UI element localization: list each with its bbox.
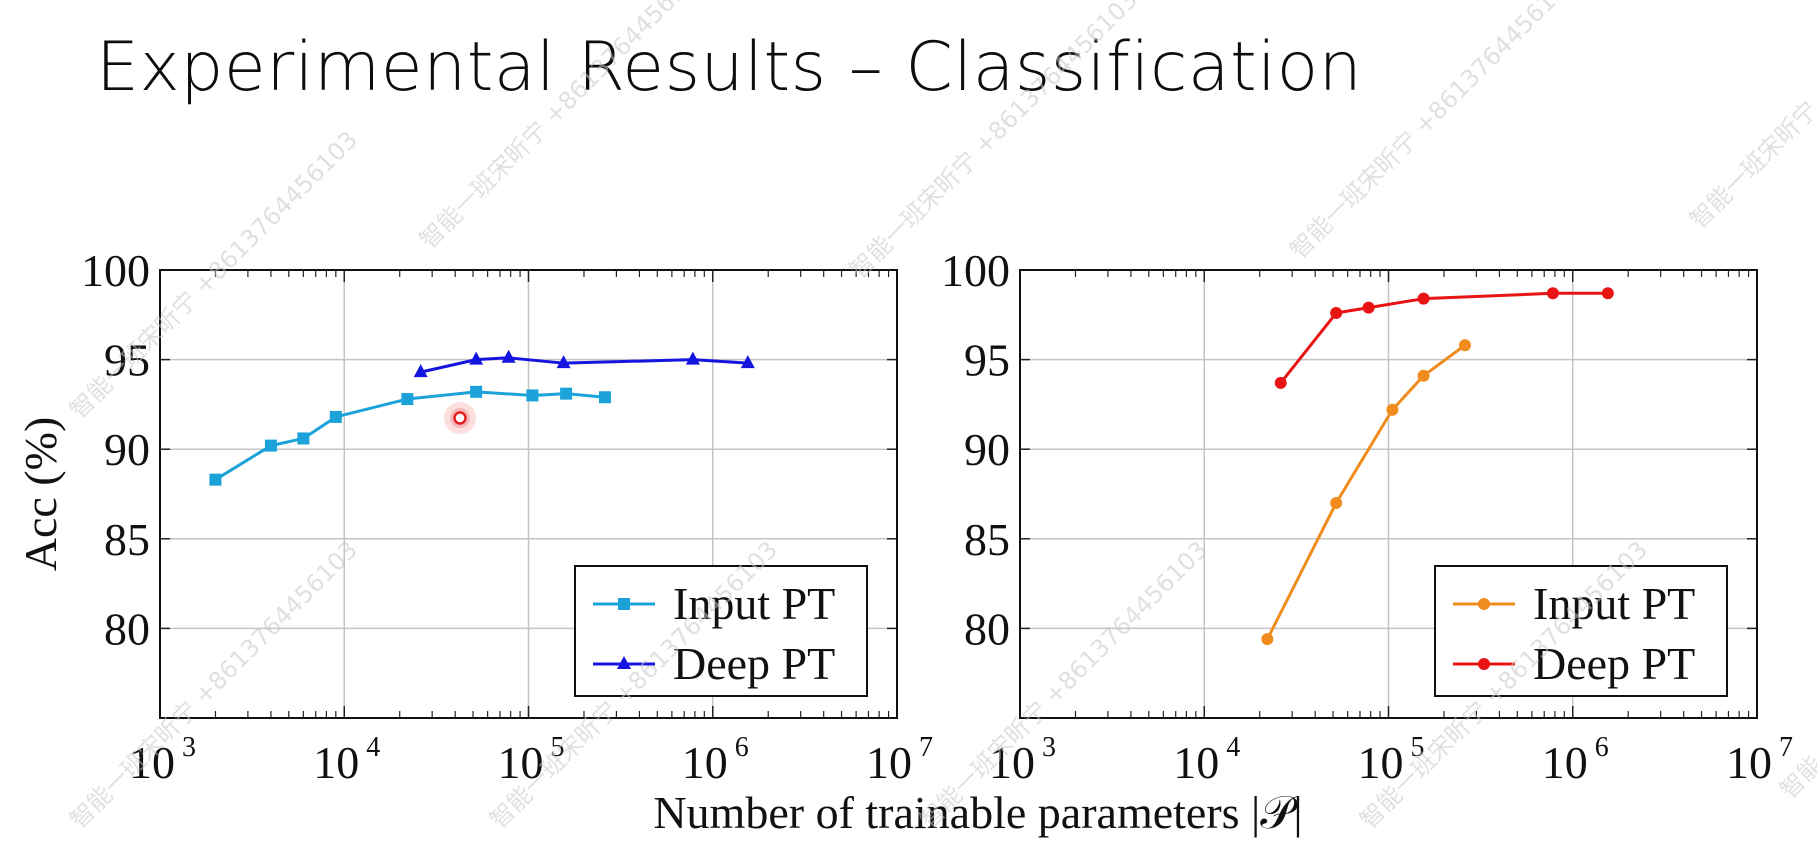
x-tick-label: 10: [866, 737, 912, 788]
data-point: [1274, 376, 1287, 389]
legend-entry: Deep PT: [1453, 638, 1695, 689]
data-point: [401, 393, 414, 406]
y-tick-label: 90: [104, 424, 150, 475]
legend-marker: [618, 598, 630, 610]
x-tick-label: 10: [1358, 737, 1404, 788]
data-point: [1417, 369, 1430, 382]
data-point: [556, 355, 571, 369]
y-tick-label: 90: [964, 424, 1010, 475]
x-tick-label: 10: [498, 737, 544, 788]
series-input-pt: [1261, 339, 1471, 646]
data-point: [470, 385, 483, 398]
x-axis-label: Number of trainable parameters |𝒫|: [653, 787, 1302, 838]
x-tick-exponent: 4: [366, 732, 380, 763]
y-tick-label: 80: [104, 603, 150, 654]
legend: Input PT Deep PT: [1434, 565, 1728, 697]
x-tick-exponent: 7: [919, 732, 933, 763]
x-tick-exponent: 5: [1411, 732, 1425, 763]
data-point: [1362, 301, 1375, 314]
x-tick-label: 10: [682, 737, 728, 788]
series-deep-pt: [413, 349, 755, 378]
data-point: [501, 349, 516, 363]
data-point: [264, 439, 277, 452]
data-point: [598, 391, 611, 404]
plot-frame: [1019, 269, 1758, 719]
x-tick-label: 10: [1173, 737, 1219, 788]
legend-label: Deep PT: [673, 638, 835, 689]
legend-box: [1434, 565, 1728, 697]
y-tick-label: 85: [964, 514, 1010, 565]
data-point: [1601, 287, 1614, 300]
data-point: [685, 351, 700, 365]
y-tick-label: 95: [104, 335, 150, 386]
legend-marker: [617, 656, 631, 669]
data-point: [1330, 307, 1343, 320]
legend-entry: Input PT: [593, 578, 835, 629]
x-tick-label: 10: [1542, 737, 1588, 788]
x-tick-label: 10: [989, 737, 1035, 788]
x-tick-exponent: 4: [1226, 732, 1240, 763]
data-point: [1546, 287, 1559, 300]
legend: Input PT Deep PT: [574, 565, 868, 697]
x-tick-exponent: 5: [551, 732, 565, 763]
legend-label: Input PT: [673, 578, 835, 629]
legend-marker: [1478, 658, 1490, 670]
x-tick-exponent: 3: [182, 732, 196, 763]
cursor-ring: [453, 411, 467, 425]
slide-title: Experimental Results – Classification: [96, 28, 1363, 107]
data-point: [329, 410, 342, 423]
legend-entry: Deep PT: [593, 638, 835, 689]
y-tick-label: 95: [964, 335, 1010, 386]
y-tick-label: 85: [104, 514, 150, 565]
x-tick-exponent: 6: [1595, 732, 1609, 763]
data-point: [1261, 633, 1274, 646]
legend-marker: [1478, 598, 1490, 610]
data-point: [469, 351, 484, 365]
data-point: [1386, 403, 1399, 416]
legend-entry: Input PT: [1453, 578, 1695, 629]
x-tick-exponent: 7: [1779, 732, 1793, 763]
y-tick-label: 80: [964, 603, 1010, 654]
x-tick-label: 10: [313, 737, 359, 788]
data-point: [209, 473, 222, 486]
mouse-cursor-indicator: [444, 402, 476, 434]
data-point: [297, 432, 310, 445]
legend-label: Input PT: [1533, 578, 1695, 629]
data-point: [1458, 339, 1471, 352]
series-line: [1279, 291, 1608, 384]
y-tick-label: 100: [81, 245, 150, 296]
legend-label: Deep PT: [1533, 638, 1695, 689]
x-tick-exponent: 3: [1042, 732, 1056, 763]
x-tick-label: 10: [129, 737, 175, 788]
data-point: [1330, 496, 1343, 509]
y-axis-label: Acc (%): [15, 417, 66, 572]
data-point: [413, 364, 428, 378]
series-deep-pt: [1274, 287, 1614, 389]
x-tick-exponent: 6: [735, 732, 749, 763]
x-tick-label: 10: [1726, 737, 1772, 788]
data-point: [740, 355, 755, 369]
data-point: [1417, 292, 1430, 305]
data-point: [560, 387, 573, 400]
series-line: [420, 356, 748, 374]
series-input-pt: [209, 385, 611, 486]
legend-box: [574, 565, 868, 697]
data-point: [526, 389, 539, 402]
plot-frame: [159, 269, 898, 719]
y-tick-label: 100: [941, 245, 1010, 296]
